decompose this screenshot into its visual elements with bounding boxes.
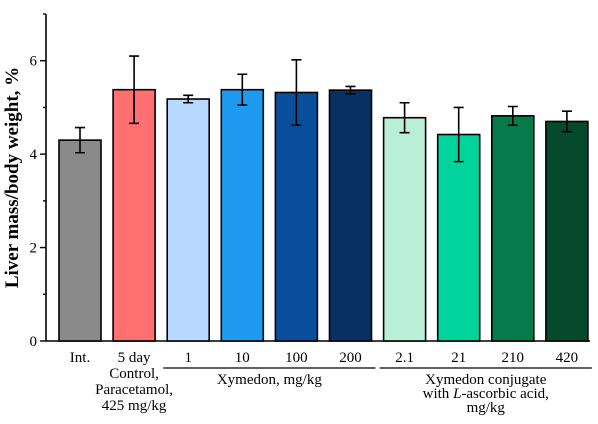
conjugate-group-label: with L-ascorbic acid,	[423, 386, 549, 402]
x-tick-label: 10	[235, 350, 250, 366]
x-tick-label: 1	[184, 350, 192, 366]
bar-100	[274, 91, 319, 342]
bar-int-	[58, 139, 102, 342]
bars	[58, 88, 589, 342]
bar-5-day	[112, 88, 156, 342]
y-tick-label: 6	[30, 54, 38, 70]
error-bar	[453, 106, 464, 163]
error-bars	[75, 55, 572, 163]
y-tick-label: 0	[30, 334, 38, 350]
control-group-label: Paracetamol,	[95, 382, 173, 398]
x-tick-label: Int.	[70, 350, 90, 366]
error-bar	[291, 58, 302, 126]
bar-21	[436, 133, 481, 342]
x-tick-labels: Int. 5 day 1 10 100 200 2.1 21 210 420	[70, 350, 578, 366]
error-bar	[129, 55, 140, 125]
bar-420	[545, 120, 589, 342]
x-tick-label: 2.1	[395, 350, 414, 366]
x-tick-label: 100	[285, 350, 308, 366]
xymedon-group-label: Xymedon, mg/kg	[217, 372, 322, 388]
error-bar	[345, 85, 356, 95]
control-group-label: Control,	[109, 366, 159, 382]
y-tick-label: 4	[30, 147, 38, 163]
bar-2-1	[382, 116, 427, 342]
x-tick-label: 210	[502, 350, 525, 366]
error-bar	[183, 94, 194, 104]
y-axis-label: Liver mass/body weight, %	[2, 67, 23, 288]
error-bar	[75, 126, 85, 154]
group-labels: Control,Paracetamol,425 mg/kg Xymedon, mg…	[95, 366, 592, 416]
x-tick-label: 5 day	[118, 350, 151, 366]
x-tick-label: 420	[556, 350, 579, 366]
error-bar	[237, 73, 248, 106]
error-bar	[507, 105, 518, 126]
bar-1	[166, 98, 210, 342]
x-tick-label: 200	[339, 350, 362, 366]
bar-200	[328, 89, 373, 342]
error-bar	[399, 101, 410, 134]
x-tick-label: 21	[451, 350, 466, 366]
bar-10	[220, 88, 265, 342]
conjugate-group-label: Xymedon conjugate	[425, 372, 547, 388]
error-bar	[561, 110, 572, 133]
y-tick-label: 2	[30, 241, 38, 257]
control-group-label: 425 mg/kg	[102, 398, 167, 414]
conjugate-group-label: mg/kg	[467, 400, 506, 416]
bar-210	[490, 115, 535, 342]
